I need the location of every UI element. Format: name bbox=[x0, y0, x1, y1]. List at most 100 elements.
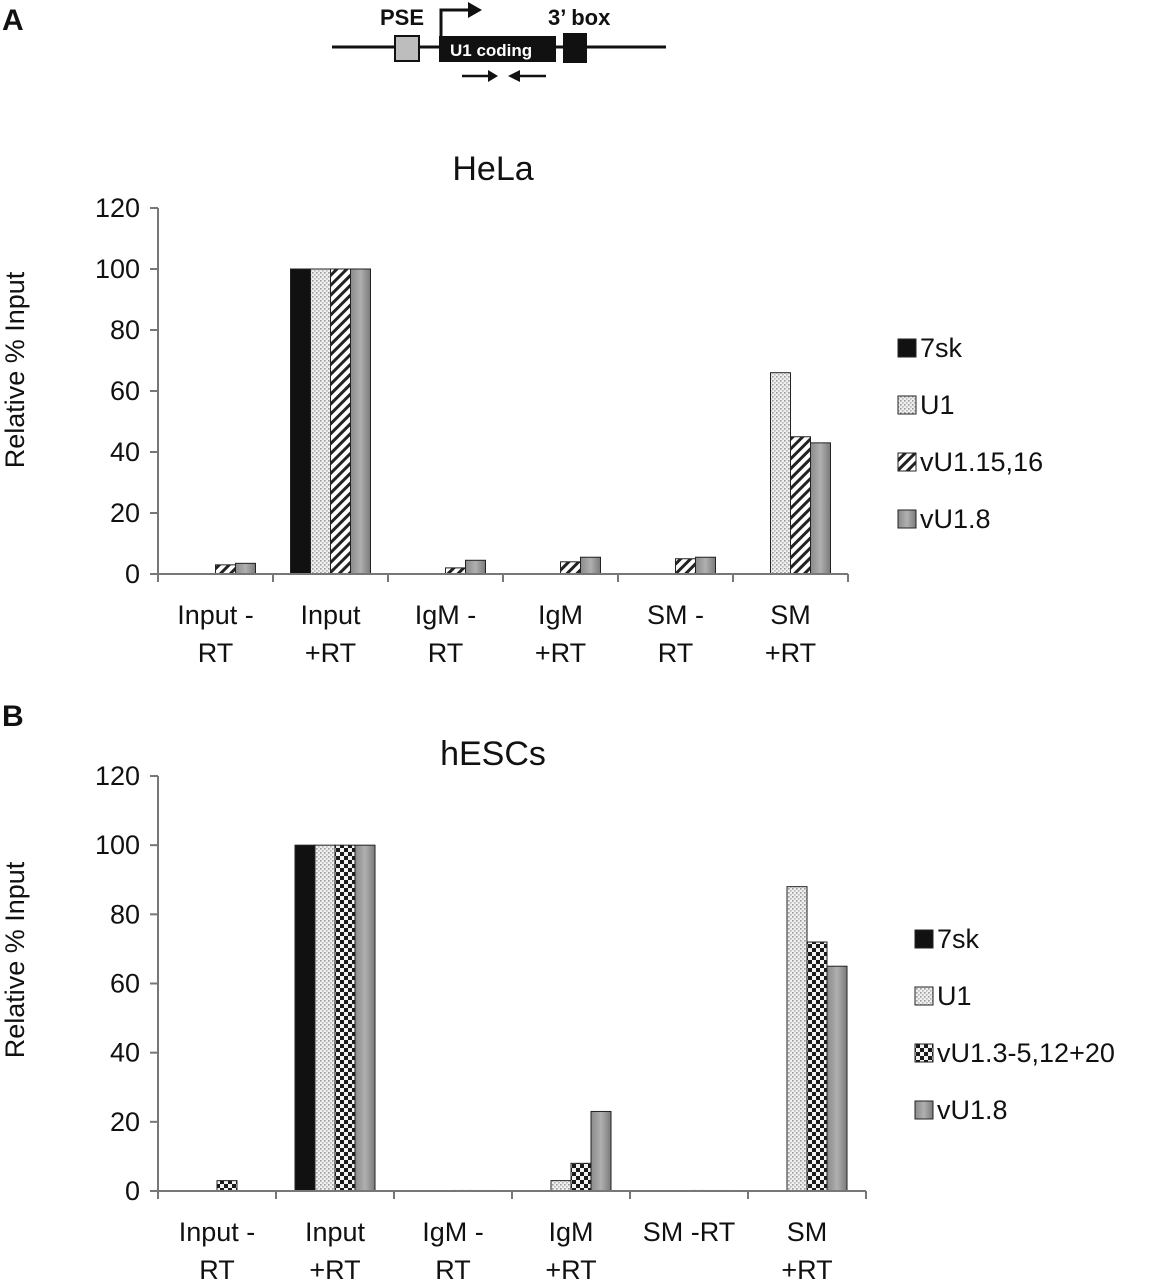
y-tick-label: 40 bbox=[110, 437, 140, 467]
pse-box bbox=[394, 35, 420, 62]
y-tick-label: 100 bbox=[95, 254, 140, 284]
legend-swatch bbox=[897, 452, 917, 472]
bar-vu1-8-0 bbox=[235, 562, 256, 575]
panel-letter-a: A bbox=[2, 4, 24, 37]
legend-label: U1 bbox=[937, 981, 972, 1011]
y-tick-label: 60 bbox=[110, 969, 140, 999]
x-category-label: RT bbox=[199, 1255, 235, 1280]
u1-coding-label: U1 coding bbox=[450, 41, 532, 60]
x-category-label: SM bbox=[787, 1217, 828, 1247]
bar-vu1-15-16-4 bbox=[675, 558, 696, 575]
chart-hescs: hESCs Relative % Input 0 20 40 60 80 100 120 I… bbox=[0, 735, 1115, 1280]
bar-vu1-8-2 bbox=[465, 559, 486, 575]
legend-label: vU1.8 bbox=[937, 1095, 1008, 1125]
y-tick-label: 0 bbox=[125, 559, 140, 589]
bar-vu1-15-16-3 bbox=[560, 561, 581, 575]
x-category-label: +RT bbox=[545, 1255, 596, 1280]
panel-letter-b: B bbox=[2, 700, 24, 733]
bars bbox=[215, 268, 831, 575]
x-category-label: IgM - bbox=[422, 1217, 484, 1247]
y-tick-label: 20 bbox=[110, 498, 140, 528]
bar-vu1-8-5 bbox=[826, 965, 848, 1192]
x-category-label: +RT bbox=[309, 1255, 360, 1280]
gene-schematic: PSE U1 coding 3’ box bbox=[332, 2, 666, 82]
primer-reverse-icon bbox=[508, 70, 520, 82]
legend-label: 7sk bbox=[920, 333, 963, 363]
x-category-label: +RT bbox=[781, 1255, 832, 1280]
pse-label: PSE bbox=[380, 5, 424, 30]
legend-swatch bbox=[897, 395, 917, 415]
y-tick-label: 100 bbox=[95, 830, 140, 860]
legend: 7sk U1 vU1.3-5,12+20 vU1.8 bbox=[914, 924, 1115, 1125]
y-axis-label: Relative % Input bbox=[0, 271, 30, 468]
legend-label: vU1.3-5,12+20 bbox=[937, 1038, 1115, 1068]
bar-vu1-8-3 bbox=[580, 556, 601, 575]
legend-swatch bbox=[914, 1100, 934, 1120]
bar-7sk-1 bbox=[294, 844, 316, 1192]
y-ticks: 0 20 40 60 80 100 120 bbox=[95, 193, 158, 589]
bar-u1-5 bbox=[770, 372, 791, 575]
legend-label: vU1.8 bbox=[920, 504, 991, 534]
bar-u1-3 bbox=[550, 1180, 572, 1192]
bar-vu1-3-5-12-20-1 bbox=[334, 844, 356, 1192]
y-tick-label: 0 bbox=[125, 1176, 140, 1206]
bar-vu1-15-16-0 bbox=[215, 564, 236, 575]
y-ticks: 0 20 40 60 80 100 120 bbox=[95, 761, 158, 1206]
legend-label: vU1.15,16 bbox=[920, 447, 1043, 477]
three-prime-box-label: 3’ box bbox=[548, 5, 611, 30]
bar-vu1-8-1 bbox=[350, 268, 371, 575]
x-category-label: SM -RT bbox=[643, 1217, 736, 1247]
x-category-label: +RT bbox=[305, 638, 356, 668]
bar-vu1-8-1 bbox=[354, 844, 376, 1192]
y-tick-label: 120 bbox=[95, 761, 140, 791]
legend-swatch bbox=[914, 1043, 934, 1063]
three-prime-box bbox=[563, 33, 587, 63]
legend-swatch bbox=[914, 929, 934, 949]
y-axis-label: Relative % Input bbox=[0, 861, 30, 1058]
bar-vu1-3-5-12-20-0 bbox=[216, 1180, 238, 1192]
bar-vu1-15-16-1 bbox=[330, 268, 351, 575]
chart-title: HeLa bbox=[452, 150, 533, 188]
axes bbox=[157, 776, 867, 1199]
y-tick-label: 80 bbox=[110, 899, 140, 929]
x-category-label: IgM bbox=[548, 1217, 593, 1247]
bar-vu1-3-5-12-20-5 bbox=[806, 941, 828, 1192]
chart-title: hESCs bbox=[440, 735, 546, 773]
bar-vu1-8-4 bbox=[695, 556, 716, 575]
x-category-label: RT bbox=[435, 1255, 471, 1280]
y-tick-label: 80 bbox=[110, 315, 140, 345]
legend-label: U1 bbox=[920, 390, 955, 420]
u1-coding-box bbox=[439, 36, 556, 62]
x-category-label: RT bbox=[198, 638, 234, 668]
bar-vu1-8-3 bbox=[590, 1110, 612, 1192]
x-category-label: SM - bbox=[647, 600, 704, 630]
tss-arrowhead-icon bbox=[468, 2, 482, 18]
legend-swatch bbox=[897, 338, 917, 358]
x-category-label: IgM bbox=[538, 600, 583, 630]
bar-7sk-1 bbox=[290, 268, 311, 575]
y-tick-label: 40 bbox=[110, 1038, 140, 1068]
tss-arrow-icon bbox=[439, 8, 470, 37]
x-category-label: +RT bbox=[535, 638, 586, 668]
axes bbox=[157, 208, 849, 582]
bars bbox=[216, 844, 848, 1192]
bar-vu1-8-5 bbox=[810, 442, 831, 575]
bar-u1-1 bbox=[310, 268, 331, 575]
legend-label: 7sk bbox=[937, 924, 980, 954]
legend-swatch bbox=[897, 509, 917, 529]
legend: 7sk U1 vU1.15,16 vU1.8 bbox=[897, 333, 1043, 534]
y-tick-label: 20 bbox=[110, 1107, 140, 1137]
y-tick-label: 120 bbox=[95, 193, 140, 223]
x-category-label: Input - bbox=[177, 600, 254, 630]
x-category-label: IgM - bbox=[415, 600, 477, 630]
x-category-label: +RT bbox=[765, 638, 816, 668]
x-category-label: Input bbox=[300, 600, 361, 630]
x-category-label: RT bbox=[658, 638, 694, 668]
x-category-label: Input - bbox=[179, 1217, 256, 1247]
bar-u1-5 bbox=[786, 886, 808, 1192]
x-category-labels: Input - RT Input +RT IgM - RT IgM +RT SM -RT SM +R… bbox=[179, 1217, 833, 1280]
y-tick-label: 60 bbox=[110, 376, 140, 406]
x-category-label: SM bbox=[770, 600, 811, 630]
legend-swatch bbox=[914, 986, 934, 1006]
